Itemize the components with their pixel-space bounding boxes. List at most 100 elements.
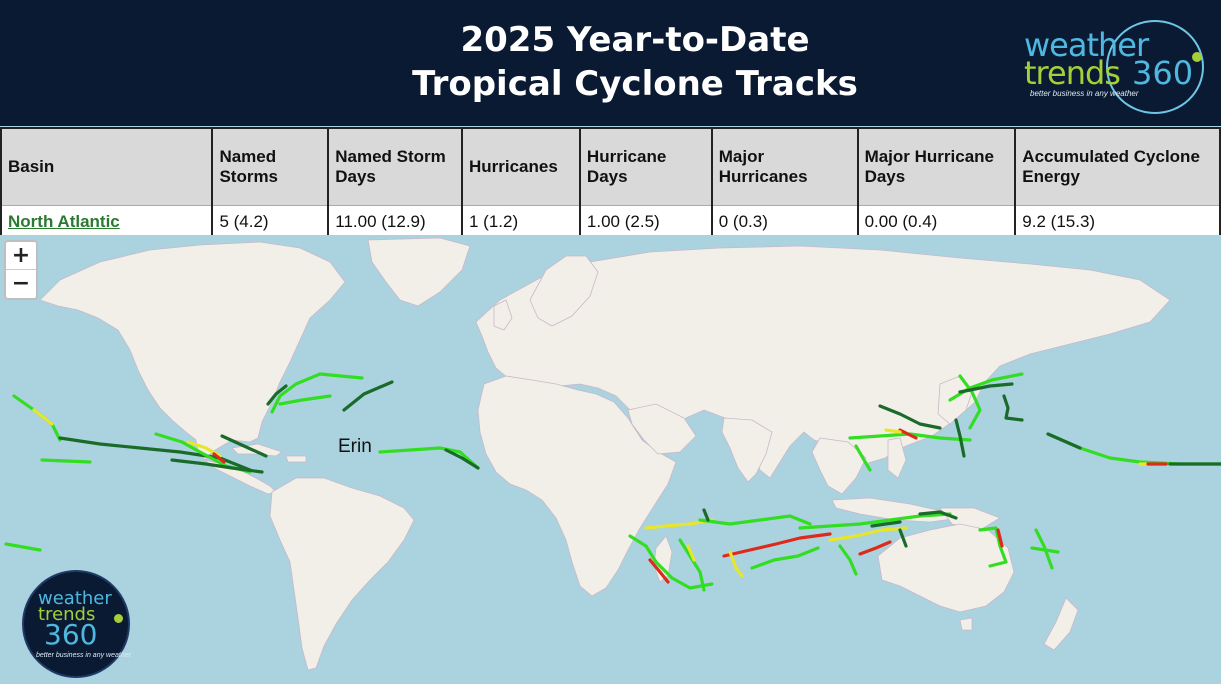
- new-guinea: [939, 507, 1001, 531]
- world-map[interactable]: [0, 235, 1221, 684]
- zoom-in-button[interactable]: +: [6, 242, 36, 270]
- land-masses: [39, 237, 1171, 671]
- track-si-4: [702, 508, 710, 522]
- track-si-13: [838, 544, 858, 576]
- header-named-storms: Named Storms: [211, 127, 330, 206]
- track-wp-8: [884, 428, 902, 434]
- track-wp-9: [854, 444, 872, 472]
- new-zealand: [1043, 597, 1079, 651]
- india: [721, 417, 773, 483]
- track-wp-3: [958, 382, 1014, 394]
- track-wp-7: [898, 428, 918, 440]
- logo-word-360: 360: [1132, 54, 1194, 92]
- track-e-pacific-2: [58, 436, 252, 472]
- track-e-pacific-5: [170, 458, 264, 474]
- table-row: North Atlantic 5 (4.2) 11.00 (12.9) 1 (1…: [0, 205, 1221, 237]
- track-si-11: [798, 512, 952, 530]
- page-title: 2025 Year-to-Date Tropical Cyclone Track…: [300, 18, 970, 106]
- track-aus-3: [1034, 528, 1054, 570]
- bottom-logo-badge: [22, 570, 130, 678]
- track-si-17: [870, 520, 902, 528]
- bottom-logo-dot-icon: [114, 614, 123, 623]
- track-si-8: [722, 532, 832, 558]
- track-wp-11-weak: [1046, 432, 1082, 450]
- cell-major-hurricane-days: 0.00 (0.4): [856, 205, 1017, 237]
- track-si-5: [678, 538, 706, 592]
- north-america: [39, 241, 346, 461]
- header-major-hurricanes: Major Hurricanes: [710, 127, 859, 206]
- track-atl-2: [266, 384, 288, 406]
- title-line-2: Tropical Cyclone Tracks: [412, 64, 858, 104]
- track-si-6: [648, 558, 670, 584]
- header-hurricanes: Hurricanes: [460, 127, 581, 206]
- australia: [877, 523, 1015, 613]
- track-e-pacific-8: [220, 434, 268, 458]
- logo-dot-icon: [1192, 52, 1202, 62]
- cell-named-storms: 5 (4.2): [211, 205, 330, 237]
- title-line-1: 2025 Year-to-Date: [460, 20, 810, 60]
- storm-label-erin: Erin: [338, 436, 372, 457]
- track-si-3: [698, 514, 812, 526]
- track-atl-erin-end: [444, 448, 480, 470]
- track-atl-1: [270, 372, 364, 414]
- track-si-16: [918, 510, 958, 520]
- track-si-2: [644, 518, 714, 530]
- logo-tagline: better business in any weather: [1030, 89, 1139, 98]
- bottom-logo-word-trends: trends: [38, 604, 96, 625]
- track-aus-1: [978, 526, 1008, 568]
- scandinavia: [529, 255, 599, 327]
- cell-ace: 9.2 (15.3): [1014, 205, 1221, 237]
- table-header-row: Basin Named Storms Named Storm Days Hurr…: [0, 127, 1221, 206]
- track-aus-2: [996, 528, 1004, 548]
- philippines: [887, 437, 907, 479]
- header-major-hurricane-days: Major Hurricane Days: [856, 127, 1017, 206]
- bottom-logo-tagline: better business in any weather: [36, 652, 131, 659]
- track-si-7: [686, 544, 696, 562]
- track-atl-erin: [378, 446, 480, 470]
- cell-hurricane-days: 1.00 (2.5): [578, 205, 713, 237]
- header-named-storm-days: Named Storm Days: [327, 127, 463, 206]
- track-si-9: [728, 550, 744, 578]
- track-wp-2: [948, 372, 1024, 402]
- track-wp-1: [958, 374, 982, 430]
- hispaniola: [285, 455, 307, 463]
- track-atl-4: [278, 394, 332, 406]
- basin-link-north-atlantic[interactable]: North Atlantic: [8, 211, 120, 231]
- track-si-12: [828, 526, 908, 542]
- track-si-1: [628, 534, 714, 590]
- track-si-14: [858, 540, 892, 556]
- south-america: [269, 477, 415, 671]
- track-si-10: [750, 546, 820, 570]
- track-e-pacific-3: [40, 458, 92, 464]
- track-wp-10: [954, 418, 966, 458]
- cell-hurricanes: 1 (1.2): [460, 205, 581, 237]
- track-wp-6: [878, 404, 942, 430]
- greenland: [367, 237, 471, 307]
- logo-word-trends: trends: [1024, 54, 1121, 92]
- header-banner: [0, 0, 1221, 126]
- basin-stats-table: Basin Named Storms Named Storm Days Hurr…: [0, 127, 1221, 237]
- track-e-pacific-9: [4, 542, 42, 552]
- arabia: [627, 403, 697, 455]
- bottom-logo-word-360: 360: [44, 618, 98, 651]
- track-aus-4: [1030, 546, 1060, 554]
- track-wp-4: [1002, 394, 1024, 422]
- africa: [477, 375, 677, 597]
- cell-major-hurricanes: 0 (0.3): [710, 205, 859, 237]
- track-si-15: [898, 528, 908, 548]
- logo-ring-icon: [1106, 20, 1204, 114]
- track-e-pacific-7: [212, 452, 226, 464]
- track-e-pacific-1-cat: [32, 408, 54, 426]
- zoom-out-button[interactable]: −: [11, 271, 31, 296]
- uk: [493, 299, 513, 331]
- storm-tracks: [4, 372, 1221, 592]
- tasmania: [959, 617, 973, 631]
- header-hurricane-days: Hurricane Days: [578, 127, 713, 206]
- logo-word-weather: weather: [1024, 26, 1149, 64]
- southeast-asia: [811, 437, 867, 495]
- header-ace: Accumulated Cyclone Energy: [1014, 127, 1221, 206]
- cell-basin: North Atlantic: [0, 205, 214, 237]
- cell-named-storm-days: 11.00 (12.9): [327, 205, 463, 237]
- header-basin: Basin: [0, 127, 214, 206]
- bottom-logo-word-weather: weather: [38, 588, 112, 609]
